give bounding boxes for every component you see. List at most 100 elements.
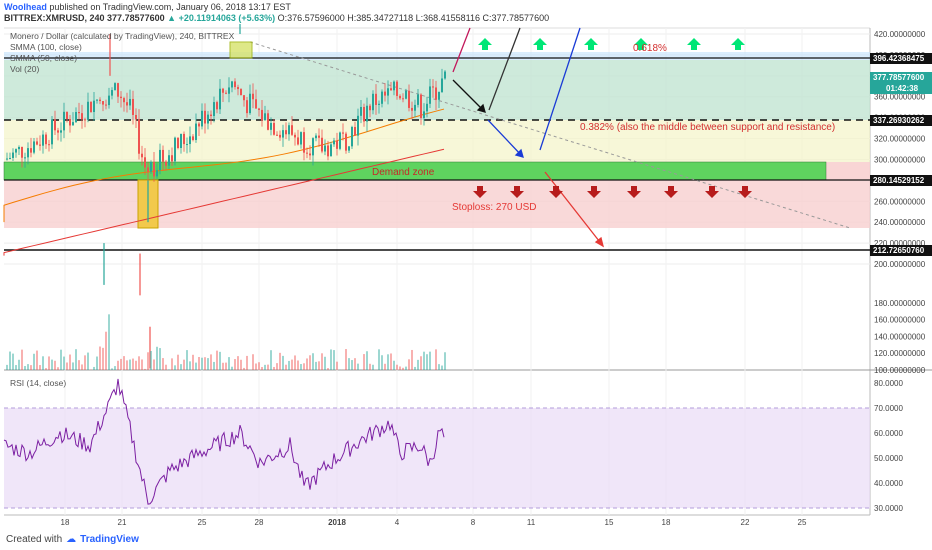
candle-body	[237, 87, 239, 90]
candle-body	[78, 111, 80, 114]
volume-bar	[78, 360, 80, 370]
volume-bar	[408, 359, 410, 370]
candle-body	[180, 133, 182, 148]
candle-body	[405, 90, 407, 99]
legend[interactable]: Monero / Dollar (calculated by TradingVi…	[10, 31, 235, 74]
rsi-tick-label: 70.0000	[874, 404, 903, 413]
volume-bar	[417, 359, 419, 370]
candle-body	[222, 88, 224, 93]
volume-bar	[231, 366, 233, 370]
time-axis[interactable]: 18 21 25 28 2018 4 8 11 15 18 22 25	[61, 518, 807, 527]
candle-body	[267, 113, 269, 130]
price-label-target: 212.72650760	[873, 246, 925, 255]
candle-body	[246, 100, 248, 114]
time-tick-label: 15	[605, 518, 614, 527]
volume-bar	[429, 351, 431, 370]
candle-body	[195, 123, 197, 140]
candle-body	[366, 105, 368, 122]
candle-body	[126, 102, 128, 106]
price-axis[interactable]: 420.00000000400.00000000380.00000000360.…	[874, 30, 926, 513]
candle-body	[387, 88, 389, 96]
price-tick-label: 420.00000000	[874, 30, 926, 39]
volume-bar	[219, 351, 221, 370]
candle-body	[330, 144, 332, 157]
trend-line[interactable]	[249, 41, 851, 229]
volume-bar	[402, 367, 404, 370]
volume-bar	[270, 350, 272, 370]
candle-body	[45, 134, 47, 145]
price-label-timer: 01:42:38	[886, 84, 919, 93]
down-arrow-icon	[627, 186, 641, 198]
volume-bar	[171, 358, 173, 370]
volume-bar	[381, 355, 383, 370]
volume-bar	[60, 349, 62, 370]
candle-body	[252, 93, 254, 100]
price-labels: 396.42368475 377.78577600 01:42:38 337.2…	[870, 53, 932, 256]
legend-smma100: SMMA (100, close)	[10, 42, 82, 52]
volume-bar	[66, 362, 68, 370]
volume-bar	[348, 358, 350, 370]
candle-body	[324, 145, 326, 152]
candle-body	[411, 107, 413, 111]
down-arrow-icon	[738, 186, 752, 198]
candle-body	[141, 153, 143, 158]
volume-bar	[423, 351, 425, 370]
time-tick-label: 11	[527, 518, 536, 527]
candle-body	[12, 152, 14, 158]
volume-bar	[198, 356, 200, 370]
candle-body	[255, 99, 257, 109]
price-tick-label: 240.00000000	[874, 218, 926, 227]
time-tick-label: 4	[395, 518, 400, 527]
volume-bar	[387, 354, 389, 370]
tradingview-logo-icon: ☁	[66, 534, 77, 545]
volume-bar	[390, 353, 392, 370]
volume-bar	[258, 362, 260, 370]
volume-bar	[294, 355, 296, 370]
candle-body	[120, 96, 122, 99]
up-arrow-icon	[634, 38, 648, 50]
volume-bar	[234, 359, 236, 370]
candle-body	[138, 119, 140, 154]
candle-body	[270, 122, 272, 130]
volume-tick-label: 140.00000000	[874, 332, 926, 341]
volume-bar	[327, 368, 329, 370]
volume-bar	[189, 361, 191, 370]
candle-body	[264, 113, 266, 121]
volume-tick-label: 100.00000000	[874, 366, 926, 375]
candle-body	[177, 137, 179, 148]
candle-body	[423, 111, 425, 119]
volume-bar	[18, 359, 20, 370]
volume-bar	[297, 360, 299, 370]
author-name[interactable]: Woolhead	[4, 2, 47, 12]
volume-bar	[129, 359, 131, 370]
legend-title: Monero / Dollar (calculated by TradingVi…	[10, 31, 235, 41]
candle-body	[396, 81, 398, 96]
footer-brand[interactable]: TradingView	[80, 534, 139, 545]
candle-body	[438, 92, 440, 100]
price-chart[interactable]: 0.618% 0.382% (also the middle between s…	[0, 24, 932, 544]
down-arrow-icon	[664, 186, 678, 198]
volume-bar	[264, 364, 266, 370]
volume-bar	[309, 355, 311, 370]
candle-body	[186, 144, 188, 146]
candle-body	[426, 103, 428, 112]
candle-body	[303, 132, 305, 153]
volume-bar	[300, 364, 302, 370]
candle-body	[261, 109, 263, 121]
volume-bars	[6, 314, 446, 370]
candle-body	[87, 101, 89, 120]
candle-body	[219, 88, 221, 110]
candle-body	[198, 123, 200, 127]
candle-body	[369, 105, 371, 111]
candle-body	[189, 136, 191, 145]
volume-bar	[72, 362, 74, 370]
volume-bar	[414, 366, 416, 370]
time-tick-label: 8	[471, 518, 476, 527]
up-arrow-icon	[687, 38, 701, 50]
candle-body	[36, 141, 38, 145]
volume-bar	[312, 353, 314, 370]
volume-bar	[261, 366, 263, 370]
symbol-label[interactable]: BITTREX:XMRUSD, 240	[4, 13, 105, 23]
candle-body	[144, 157, 146, 168]
volume-bar	[222, 362, 224, 370]
